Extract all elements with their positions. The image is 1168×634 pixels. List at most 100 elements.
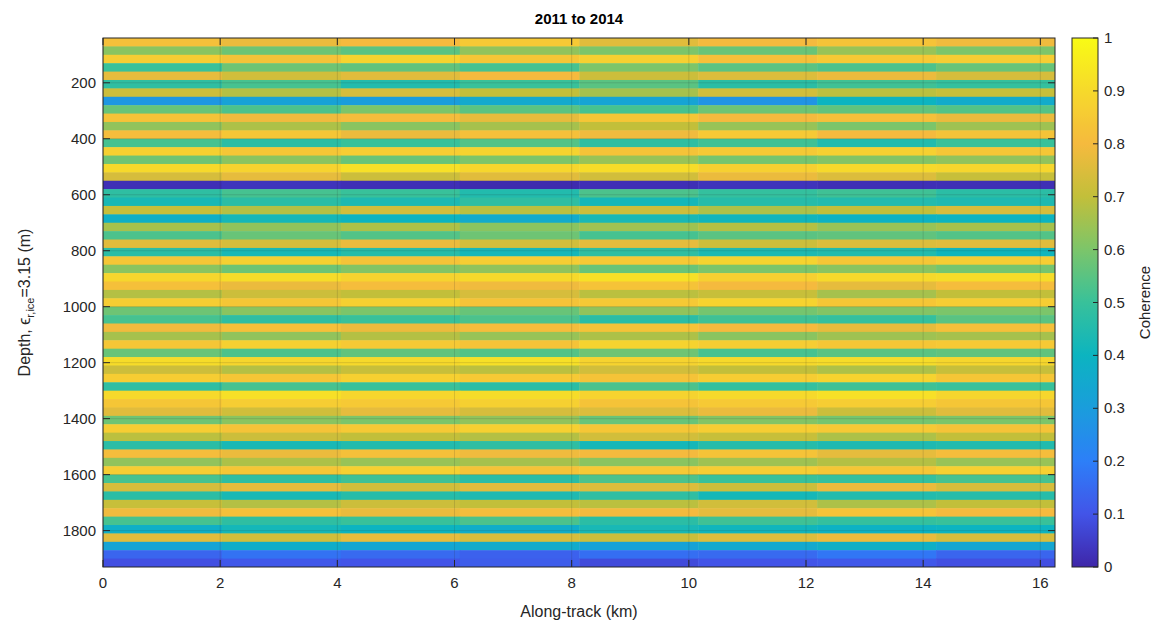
heatmap-cell [698, 181, 817, 190]
heatmap-cell [460, 282, 580, 291]
heatmap-cell [222, 88, 341, 97]
heatmap-cell [698, 559, 817, 567]
heatmap-cell [341, 46, 460, 55]
heatmap-cell [460, 407, 580, 416]
colorbar-tick [1093, 461, 1098, 462]
heatmap-cell [698, 122, 817, 131]
heatmap-cell [698, 349, 817, 358]
heatmap-cell [817, 508, 936, 517]
heatmap-cell [817, 365, 936, 374]
x-tick [1040, 38, 1041, 45]
y-tick-label: 200 [71, 74, 96, 91]
heatmap-cell [341, 198, 460, 207]
heatmap-cell [460, 357, 580, 366]
colorbar-tick [1093, 355, 1098, 356]
heatmap-cell [579, 223, 698, 232]
heatmap-cells [103, 38, 1055, 567]
colorbar-tick-label: 0.7 [1104, 188, 1125, 205]
heatmap-cell [222, 122, 341, 131]
heatmap-cell [341, 88, 460, 97]
heatmap-cell [460, 382, 580, 391]
heatmap-cell [103, 483, 222, 492]
heatmap-cell [698, 517, 817, 526]
heatmap-cell [103, 88, 222, 97]
heatmap-cell [103, 80, 222, 89]
heatmap-cell [460, 458, 580, 467]
heatmap-cell [460, 223, 580, 232]
heatmap-cell [698, 139, 817, 148]
y-tick [103, 194, 110, 195]
heatmap-cell [817, 475, 936, 484]
heatmap-cell [698, 357, 817, 366]
heatmap-cell [698, 88, 817, 97]
heatmap-cell [817, 147, 936, 156]
heatmap-cell [579, 80, 698, 89]
x-tick-label: 8 [568, 574, 576, 591]
heatmap-cell [341, 290, 460, 299]
heatmap-cell [817, 550, 936, 559]
heatmap-cell [341, 483, 460, 492]
heatmap-cell [698, 206, 817, 215]
heatmap-cell [341, 349, 460, 358]
heatmap-cell [460, 290, 580, 299]
heatmap-cell [936, 105, 1055, 114]
heatmap-cell [579, 130, 698, 139]
heatmap-cell [222, 382, 341, 391]
heatmap-cell [698, 130, 817, 139]
heatmap-cell [936, 290, 1055, 299]
heatmap-cell [460, 525, 580, 534]
heatmap-cell [460, 122, 580, 131]
heatmap-cell [460, 80, 580, 89]
heatmap-cell [460, 315, 580, 324]
colorbar-tick-label: 0 [1104, 558, 1112, 575]
heatmap-cell [460, 206, 580, 215]
x-tick [337, 38, 338, 45]
heatmap-cell [936, 525, 1055, 534]
heatmap-cell [579, 282, 698, 291]
heatmap-cell [936, 517, 1055, 526]
heatmap-cell [817, 223, 936, 232]
heatmap-cell [460, 349, 580, 358]
x-tick [1040, 560, 1041, 567]
heatmap-cell [460, 517, 580, 526]
heatmap-cell [579, 72, 698, 81]
heatmap-cell [460, 508, 580, 517]
heatmap-cell [222, 323, 341, 332]
colorbar-tick [1093, 302, 1098, 303]
heatmap-cell [341, 525, 460, 534]
heatmap-cell [341, 508, 460, 517]
heatmap-cell [579, 416, 698, 425]
heatmap-cell [222, 105, 341, 114]
heatmap-cell [460, 63, 580, 72]
heatmap-cell [936, 97, 1055, 106]
heatmap-cell [222, 114, 341, 123]
heatmap-cell [103, 357, 222, 366]
y-tick [1048, 194, 1055, 195]
heatmap-cell [698, 198, 817, 207]
heatmap-cell [460, 38, 580, 47]
heatmap-cell [103, 256, 222, 265]
heatmap-cell [698, 273, 817, 282]
heatmap-cell [936, 466, 1055, 475]
heatmap-cell [103, 365, 222, 374]
heatmap-cell [103, 466, 222, 475]
heatmap-cell [936, 46, 1055, 55]
heatmap-cell [936, 391, 1055, 400]
heatmap-cell [460, 172, 580, 181]
heatmap-cell [341, 323, 460, 332]
y-tick-label: 400 [71, 130, 96, 147]
heatmap-cell [103, 189, 222, 198]
heatmap-cell [936, 72, 1055, 81]
x-tick [103, 560, 104, 567]
heatmap-cell [817, 399, 936, 408]
heatmap-cell [936, 298, 1055, 307]
colorbar-tick [1093, 38, 1098, 39]
heatmap-cell [817, 46, 936, 55]
heatmap-cell [936, 282, 1055, 291]
heatmap-cell [341, 265, 460, 274]
heatmap-cell [817, 164, 936, 173]
x-tick-label: 12 [798, 574, 815, 591]
heatmap-cell [817, 449, 936, 458]
x-tick [688, 560, 689, 567]
heatmap-cell [579, 231, 698, 240]
